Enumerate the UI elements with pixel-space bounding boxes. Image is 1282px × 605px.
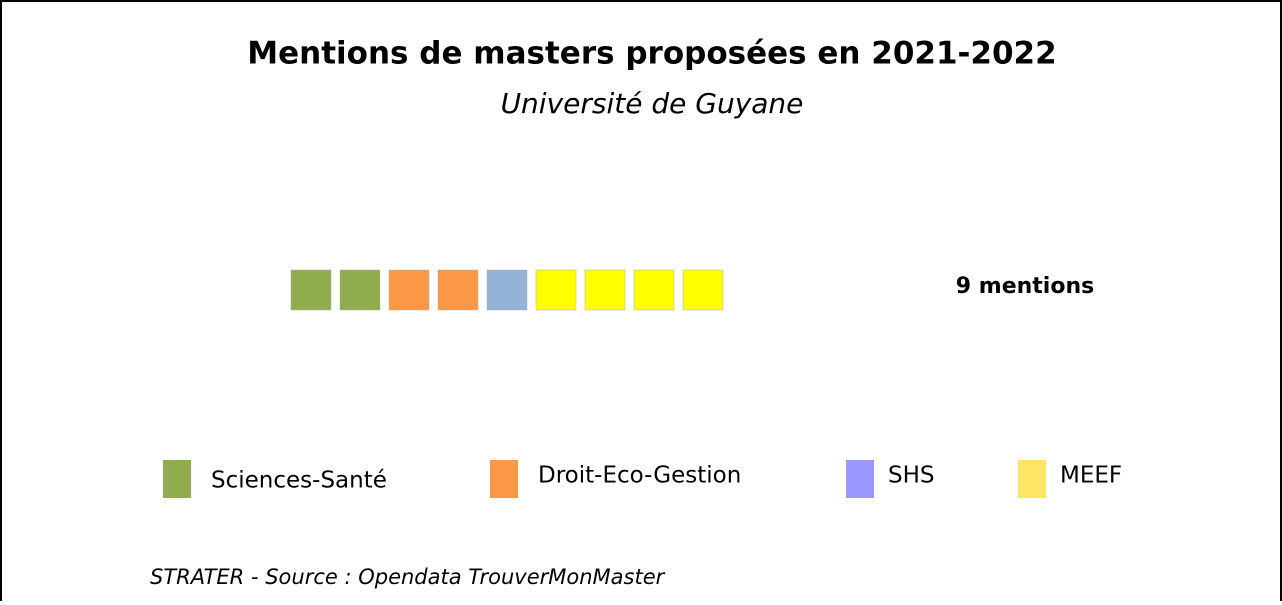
waffle-square [633, 269, 675, 311]
waffle-square [388, 269, 430, 311]
source: STRATER - Source : Opendata TrouverMonMa… [150, 565, 666, 589]
waffle-square [682, 269, 724, 311]
waffle-square [535, 269, 577, 311]
chart-title: Mentions de masters proposées en 2021-20… [247, 36, 1056, 72]
waffle-square [584, 269, 626, 311]
waffle-square [290, 269, 332, 311]
legend-swatch [1018, 460, 1046, 498]
total-label: 9 mentions [956, 274, 1094, 299]
waffle-square [486, 269, 528, 311]
waffle-square [339, 269, 381, 311]
legend-label: SHS [888, 463, 935, 489]
waffle-square [437, 269, 479, 311]
legend-label: Droit-Eco-Gestion [538, 463, 741, 489]
legend-label: Sciences-Santé [211, 468, 387, 494]
legend-swatch [163, 460, 191, 498]
legend-label: MEEF [1060, 463, 1122, 489]
chart-subtitle: Université de Guyane [501, 87, 804, 120]
legend-swatch [490, 460, 518, 498]
legend-swatch [846, 460, 874, 498]
